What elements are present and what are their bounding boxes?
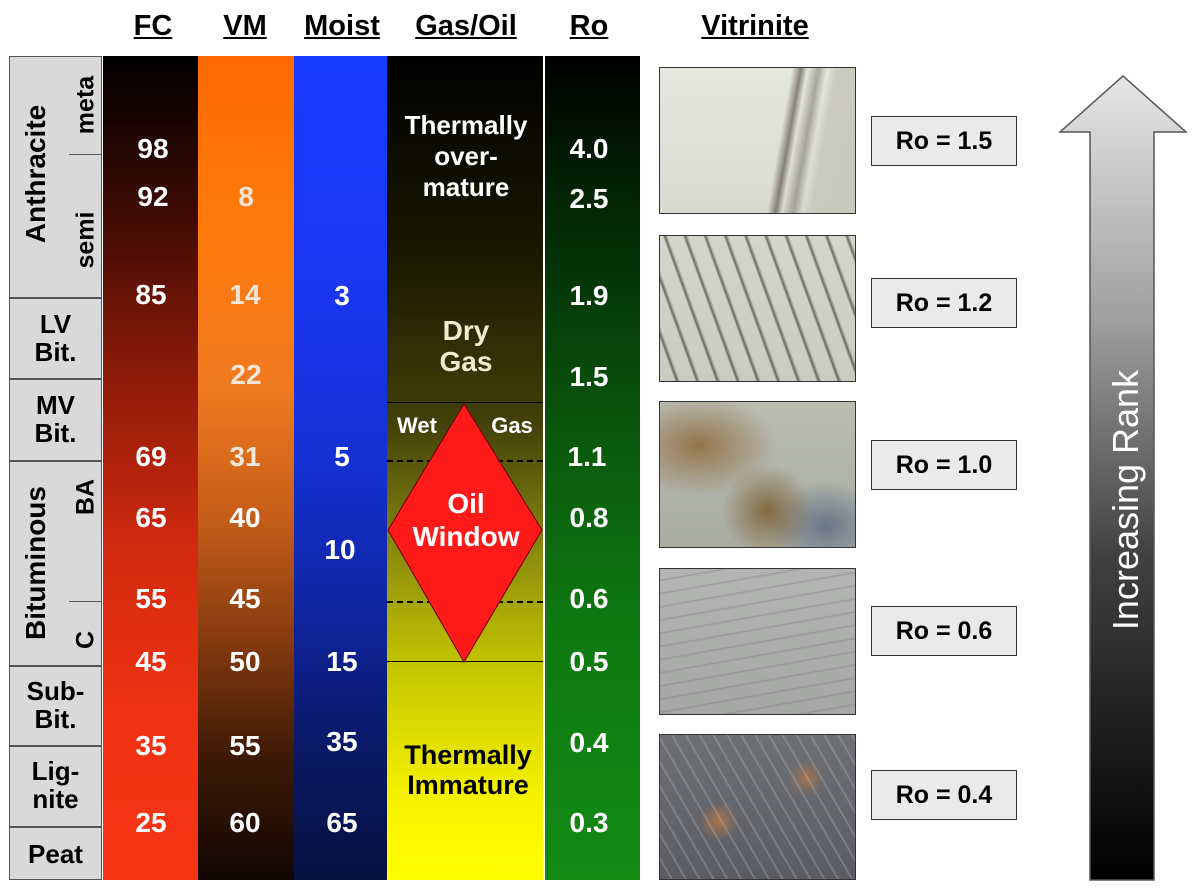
ro-label-box: Ro = 1.5 — [871, 116, 1017, 166]
rank-label-mv-bit: MV Bit. — [34, 390, 77, 448]
vm-value: 31 — [229, 441, 261, 472]
vitrinite-photo-ro-1-0 — [659, 401, 856, 548]
ro-value: 1.1 — [567, 441, 607, 472]
fc-value: 98 — [137, 133, 169, 164]
fc-value: 92 — [137, 181, 169, 212]
rank-label-sub-bit: Sub- Bit. — [26, 676, 85, 734]
ro-label-box: Ro = 1.2 — [871, 278, 1017, 328]
moist-value: 35 — [326, 726, 358, 757]
header-vm: VM — [223, 10, 267, 42]
fc-value: 25 — [135, 807, 167, 838]
moist-column — [294, 56, 387, 880]
rank-divider-meta-semi — [69, 154, 102, 155]
ro-value: 0.5 — [569, 646, 609, 677]
moist-value: 3 — [334, 280, 350, 311]
fc-column — [103, 56, 198, 880]
vitrinite-photo-ro-1-5 — [659, 67, 856, 214]
vitrinite-photo-ro-0-4 — [659, 734, 856, 880]
increasing-rank-arrow — [1058, 74, 1188, 881]
vitrinite-photo-ro-1-2 — [659, 235, 856, 382]
rank-label-lv-bit: LV Bit. — [34, 309, 77, 367]
wet-gas-top-line — [387, 402, 543, 403]
vm-value: 40 — [229, 502, 261, 533]
ro-value: 1.5 — [569, 361, 609, 392]
ro-value: 0.4 — [569, 727, 609, 758]
rank-label-ba: BA — [71, 478, 100, 516]
thermally-immature-label: Thermally Immature — [404, 740, 532, 800]
ro-value: 0.8 — [569, 502, 609, 533]
header-vitrinite: Vitrinite — [701, 10, 809, 42]
vm-column — [198, 56, 294, 880]
vm-value: 55 — [229, 730, 261, 761]
vm-value: 50 — [229, 646, 261, 677]
ro-label-box: Ro = 0.4 — [871, 770, 1017, 820]
ro-column — [543, 56, 640, 880]
rank-cell-mv-bit — [9, 379, 102, 461]
rank-label-c: C — [71, 630, 100, 650]
rank-cell-lignite — [9, 746, 102, 827]
moist-value: 15 — [326, 646, 358, 677]
fc-value: 69 — [135, 441, 167, 472]
fc-value: 35 — [135, 730, 167, 761]
vm-value: 14 — [229, 279, 261, 310]
moist-value: 5 — [334, 441, 350, 472]
rank-cell-sub-bit — [9, 666, 102, 746]
wet-label: Wet — [397, 413, 437, 438]
vitrinite-photo-ro-0-6 — [659, 568, 856, 715]
fc-value: 85 — [135, 279, 167, 310]
vm-value: 60 — [229, 807, 261, 838]
rank-divider-ba-c — [69, 601, 102, 602]
thermally-overmature-label: Thermally over- mature — [404, 110, 528, 202]
rank-label-peat: Peat — [28, 839, 83, 869]
rank-label-anthracite: Anthracite — [20, 104, 51, 244]
rank-cell-peat — [9, 827, 102, 880]
ro-value: 0.3 — [569, 807, 609, 838]
ro-value: 1.9 — [569, 280, 609, 311]
vm-value: 45 — [229, 583, 261, 614]
rank-label-semi: semi — [71, 211, 100, 269]
ro-value: 0.6 — [569, 583, 609, 614]
immature-top-line — [387, 661, 543, 662]
vm-value: 8 — [238, 181, 254, 212]
ro-value: 2.5 — [569, 183, 609, 214]
oil-window-diamond — [387, 403, 543, 663]
rank-label-meta: meta — [71, 75, 100, 135]
header-fc: FC — [133, 10, 173, 42]
gas-label: Gas — [491, 413, 533, 438]
header-moist: Moist — [304, 10, 380, 42]
ro-value: 4.0 — [569, 133, 609, 164]
rank-cell-bituminous — [9, 461, 102, 666]
moist-value: 10 — [324, 534, 356, 565]
header-gas-oil: Gas/Oil — [415, 10, 517, 42]
vm-value: 22 — [230, 359, 262, 390]
increasing-rank-label: Increasing Rank — [1105, 369, 1146, 631]
dry-gas-label: Dry Gas — [439, 315, 493, 377]
fc-value: 65 — [135, 502, 167, 533]
fc-value: 55 — [135, 583, 167, 614]
rank-cell-anthracite — [9, 56, 102, 298]
ro-label-box: Ro = 1.0 — [871, 440, 1017, 490]
ro-label-box: Ro = 0.6 — [871, 606, 1017, 656]
header-ro: Ro — [569, 10, 609, 42]
rank-cell-lv-bit — [9, 298, 102, 379]
rank-label-lignite: Lig-nite — [31, 756, 80, 814]
fc-value: 45 — [135, 646, 167, 677]
oil-window-label: Oil Window — [412, 488, 520, 552]
rank-label-bituminous: Bituminous — [20, 486, 51, 640]
moist-value: 65 — [326, 807, 358, 838]
